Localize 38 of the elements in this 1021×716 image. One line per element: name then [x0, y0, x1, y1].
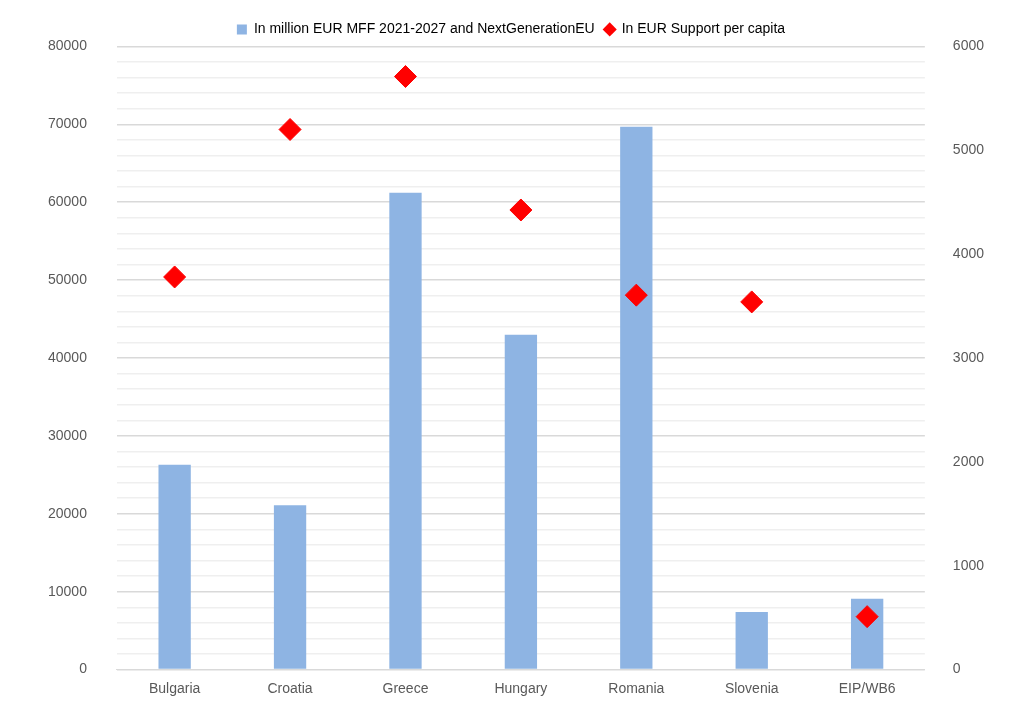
- legend-label: In EUR Support per capita: [621, 20, 786, 37]
- x-tick-label: Romania: [608, 679, 665, 696]
- bar: [158, 464, 191, 669]
- point: [393, 65, 417, 89]
- point: [278, 117, 302, 141]
- legend-label: In million EUR MFF 2021-2027 and NextGenerationEU: [253, 20, 595, 37]
- point: [740, 290, 764, 314]
- y2-tick-label: 0: [952, 660, 961, 677]
- y-tick-label: 60000: [47, 193, 88, 210]
- bar: [735, 611, 768, 669]
- y2-tick-label: 3000: [952, 348, 985, 365]
- y-tick-label: 70000: [47, 115, 88, 132]
- point: [163, 265, 187, 289]
- y-tick-label: 10000: [47, 582, 88, 599]
- y-tick-label: 20000: [47, 504, 88, 521]
- point: [509, 198, 533, 222]
- bar: [273, 505, 307, 669]
- bar: [620, 126, 653, 669]
- x-tick-label: Bulgaria: [148, 679, 201, 696]
- y2-tick-label: 4000: [952, 244, 985, 261]
- x-tick-label: EIP/WB6: [838, 679, 896, 696]
- x-tick-label: Hungary: [494, 679, 548, 696]
- y-tick-label: 40000: [47, 348, 88, 365]
- x-tick-label: Slovenia: [724, 679, 779, 696]
- x-tick-label: Croatia: [267, 679, 313, 696]
- point: [624, 283, 648, 307]
- x-tick-label: Greece: [382, 679, 429, 696]
- y-tick-label: 30000: [47, 426, 88, 443]
- bar: [389, 192, 422, 669]
- y-tick-label: 80000: [47, 37, 88, 54]
- y-tick-label: 0: [79, 660, 88, 677]
- bar: [504, 334, 538, 669]
- point: [855, 605, 879, 629]
- y2-tick-label: 5000: [952, 141, 985, 158]
- y2-tick-label: 1000: [952, 556, 985, 573]
- y2-tick-label: 2000: [952, 452, 985, 469]
- y-tick-label: 50000: [47, 270, 88, 287]
- y2-tick-label: 6000: [952, 37, 985, 54]
